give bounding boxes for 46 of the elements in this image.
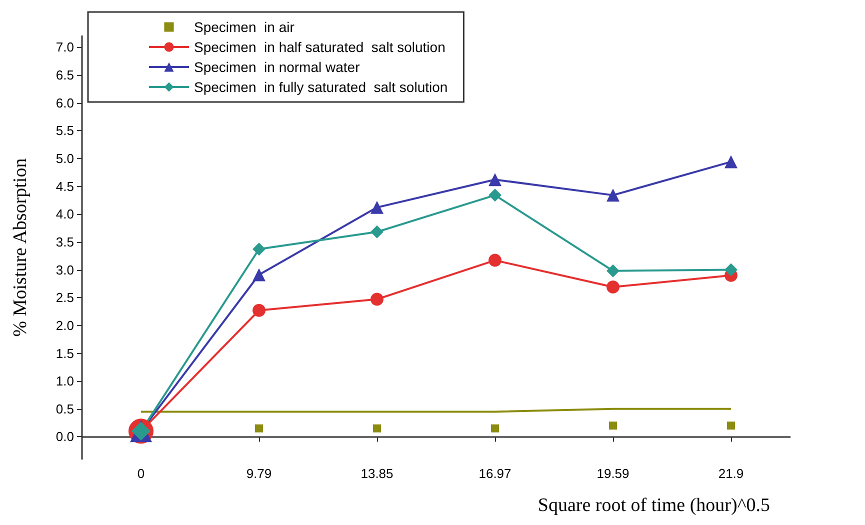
y-axis-title: % Moisture Absorption (10, 158, 31, 337)
point (606, 280, 620, 294)
y-tick-label: 0.0 (56, 429, 74, 444)
point (488, 173, 502, 186)
point (252, 304, 266, 317)
legend-label: Specimen in normal water (194, 59, 360, 75)
point (724, 155, 738, 168)
x-tick-label: 19.59 (596, 466, 630, 481)
y-tick-label: 7.0 (56, 40, 74, 55)
point (252, 268, 266, 282)
x-tick-label: 16.97 (478, 466, 512, 481)
point (606, 188, 620, 202)
point (370, 225, 384, 238)
point (370, 200, 384, 214)
y-tick-label: 4.5 (56, 178, 74, 194)
y-tick-label: 5.0 (56, 150, 74, 166)
point (609, 422, 617, 430)
point (370, 292, 384, 306)
y-tick-label: 4.0 (56, 206, 74, 222)
y-tick-label: 6.5 (56, 67, 74, 82)
x-tick-label: 9.79 (246, 466, 272, 481)
y-tick-label: 0.5 (56, 401, 74, 416)
point (488, 188, 502, 202)
legend-label: Specimen in fully saturated salt solution (194, 79, 448, 95)
y-tick-label: 2.0 (56, 318, 74, 333)
y-tick-label: 3.0 (56, 262, 74, 278)
y-tick-label: 1.5 (56, 346, 74, 361)
y-tick-label: 3.5 (56, 234, 74, 250)
x-tick-label: 21.9 (718, 466, 744, 481)
point (724, 263, 738, 276)
y-tick-label: 1.0 (56, 374, 74, 389)
point (491, 424, 499, 432)
y-tick-label: 5.5 (56, 123, 74, 138)
point (252, 242, 266, 256)
x-tick-label: 0 (137, 466, 145, 481)
y-tick-label: 6.0 (56, 95, 74, 110)
x-tick-label: 13.85 (360, 466, 394, 481)
point (606, 264, 620, 278)
point (373, 424, 381, 432)
point (255, 424, 263, 432)
y-tick-label: 2.5 (56, 290, 74, 306)
point (488, 254, 502, 267)
legend-label: Specimen in half saturated salt solution (194, 39, 446, 55)
point (727, 422, 735, 430)
legend-label: Specimen in air (194, 19, 295, 35)
x-axis-title: Square root of time (hour)^0.5 (538, 495, 770, 516)
